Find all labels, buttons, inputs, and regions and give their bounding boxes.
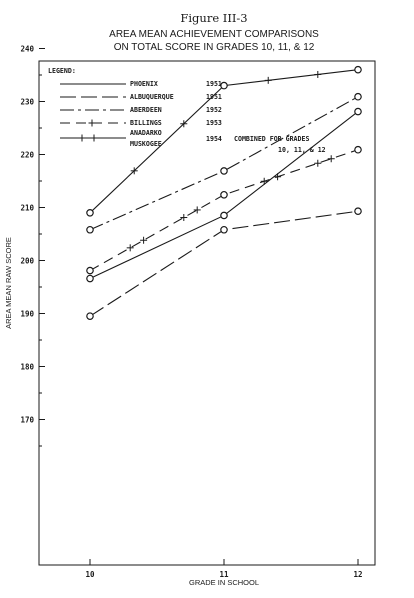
y-tick-label: 180 bbox=[20, 363, 34, 372]
chart-title-line1: AREA MEAN ACHIEVEMENT COMPARISONS bbox=[109, 29, 319, 40]
series-albuquerque bbox=[86, 207, 362, 320]
x-axis: 10 11 12 bbox=[85, 559, 363, 579]
legend-note-line1: COMBINED FOR GRADES bbox=[234, 135, 309, 143]
chart-title-line2: ON TOTAL SCORE IN GRADES 10, 11, & 12 bbox=[114, 42, 315, 53]
legend-year-anadarko-muskogee: 1954 bbox=[206, 135, 222, 143]
series-anadarko-muskogee bbox=[86, 65, 362, 217]
legend-label-anadarko: ANADARKO bbox=[130, 129, 162, 137]
series-layer bbox=[86, 65, 362, 320]
y-tick-label: 170 bbox=[20, 416, 34, 425]
y-tick-label: 220 bbox=[20, 151, 34, 160]
data-point-phoenix bbox=[354, 107, 362, 116]
legend-year-aberdeen: 1952 bbox=[206, 106, 222, 114]
y-tick-label: 250 bbox=[20, 0, 34, 1]
series-aberdeen bbox=[86, 92, 362, 234]
x-tick-label: 10 bbox=[85, 570, 95, 579]
data-point-aberdeen bbox=[354, 92, 362, 101]
data-point-albuquerque bbox=[220, 225, 228, 234]
legend-title: LEGEND: bbox=[48, 67, 76, 75]
data-point-aberdeen bbox=[86, 225, 94, 234]
legend-swatches bbox=[60, 83, 126, 142]
series-phoenix bbox=[86, 107, 362, 283]
x-axis-label: GRADE IN SCHOOL bbox=[189, 578, 259, 587]
legend-label-billings: BILLINGS bbox=[130, 119, 162, 127]
data-point-billings bbox=[220, 190, 228, 199]
y-axis-label: AREA MEAN RAW SCORE bbox=[4, 237, 13, 329]
data-point-billings bbox=[86, 266, 94, 275]
data-point-albuquerque bbox=[86, 312, 94, 320]
legend-year-billings: 1953 bbox=[206, 119, 222, 127]
legend-year-albuquerque: 1951 bbox=[206, 93, 222, 101]
legend-label-albuquerque: ALBUQUERQUE bbox=[130, 93, 174, 101]
data-point-anadarko-muskogee bbox=[86, 209, 94, 217]
y-tick-label: 210 bbox=[20, 204, 34, 213]
legend-year-phoenix: 1951 bbox=[206, 80, 222, 88]
data-point-anadarko-muskogee bbox=[220, 81, 228, 90]
figure-label: Figure III-3 bbox=[180, 11, 247, 25]
data-point-aberdeen bbox=[220, 167, 228, 175]
y-tick-label: 200 bbox=[20, 257, 34, 266]
data-point-phoenix bbox=[220, 211, 228, 220]
legend: LEGEND: PHOENIX 1951 ALBUQUERQUE 1951 AB… bbox=[48, 67, 326, 154]
series-billings bbox=[86, 145, 362, 275]
x-tick-label: 11 bbox=[219, 570, 229, 579]
y-tick-label: 230 bbox=[20, 98, 34, 107]
y-tick-label: 190 bbox=[20, 310, 34, 319]
data-point-albuquerque bbox=[354, 207, 362, 216]
legend-label-muskogee: MUSKOGEE bbox=[130, 140, 162, 148]
legend-label-aberdeen: ABERDEEN bbox=[130, 106, 162, 114]
data-point-billings bbox=[354, 145, 362, 154]
y-axis: 170 180 190 200 210 220 230 240 250 bbox=[20, 0, 45, 447]
data-point-anadarko-muskogee bbox=[354, 65, 362, 74]
legend-label-phoenix: PHOENIX bbox=[130, 80, 158, 88]
x-tick-label: 12 bbox=[353, 570, 362, 579]
y-tick-label: 240 bbox=[20, 45, 34, 54]
data-point-phoenix bbox=[86, 274, 94, 283]
legend-note-line2: 10, 11, & 12 bbox=[278, 146, 326, 154]
